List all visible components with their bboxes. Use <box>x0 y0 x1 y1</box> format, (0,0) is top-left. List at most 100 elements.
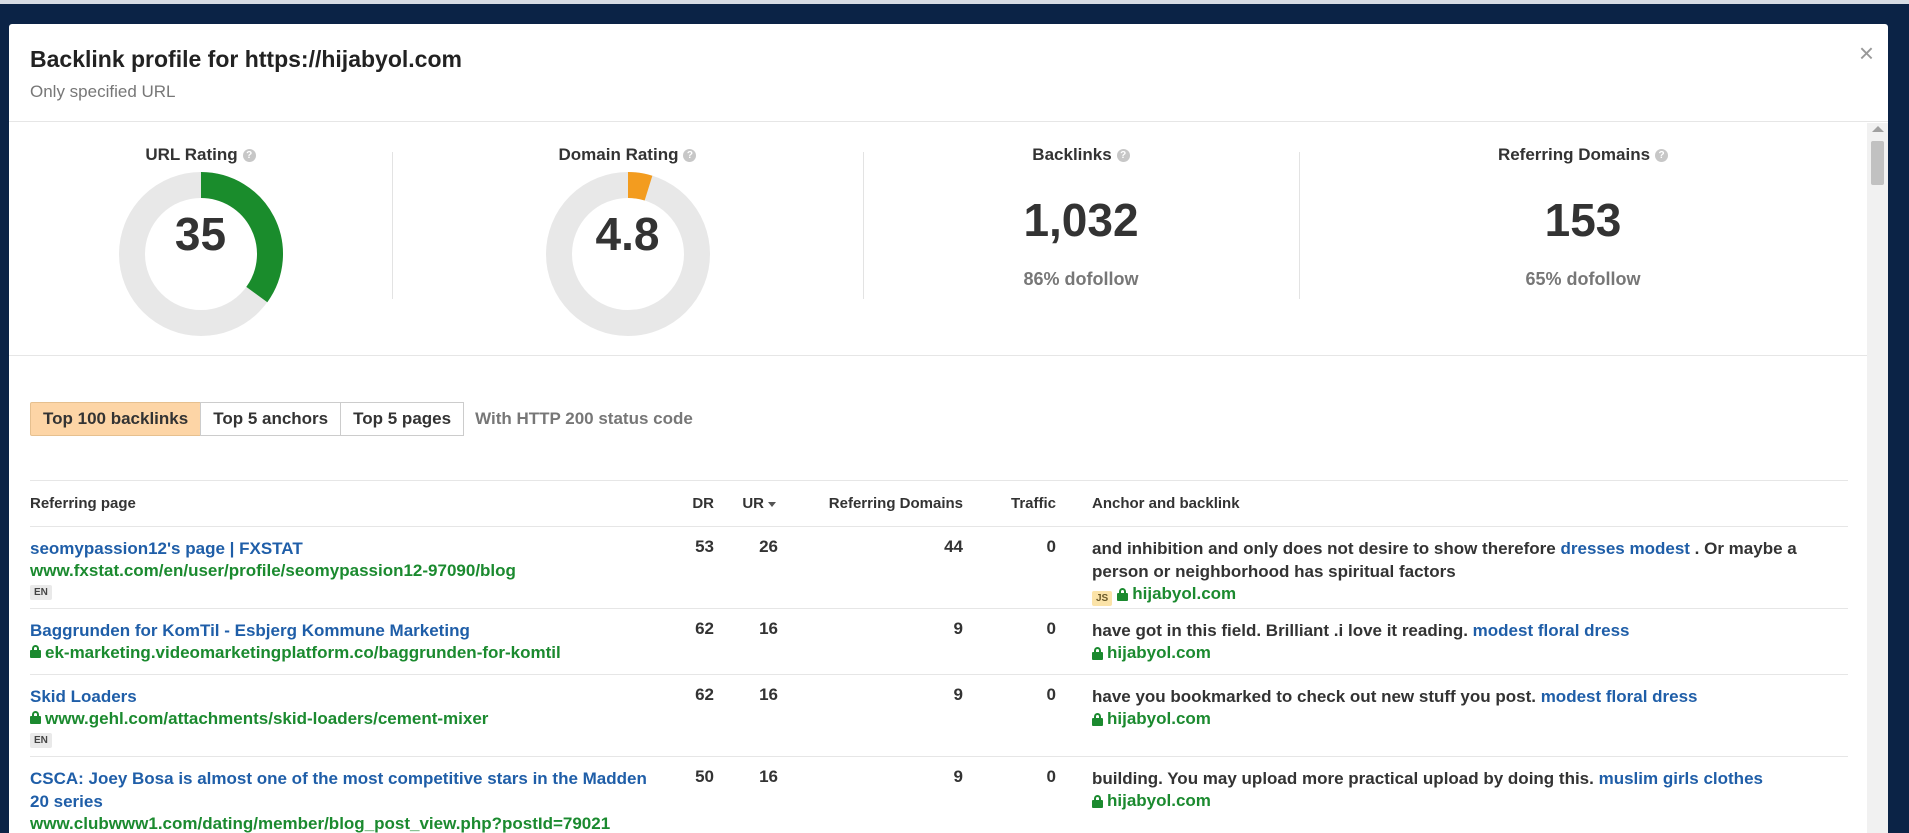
target-url-link[interactable]: hijabyol.com <box>1117 583 1236 605</box>
referring-domains-value: 9 <box>953 685 963 704</box>
url-rating-value: 35 <box>174 208 227 260</box>
header-ur[interactable]: UR <box>714 495 778 512</box>
lock-icon <box>1092 646 1103 660</box>
gauge-arc <box>627 171 652 201</box>
anchor-text: have you bookmarked to check out new stu… <box>1092 685 1848 708</box>
referring-page-url: www.gehl.com/attachments/skid-loaders/ce… <box>45 709 489 728</box>
ur-value: 16 <box>759 767 778 786</box>
scroll-up-arrow-icon[interactable] <box>1872 126 1884 132</box>
scrollbar[interactable] <box>1867 123 1888 833</box>
header-dr[interactable]: DR <box>692 495 714 512</box>
referring-page-url-link[interactable]: www.fxstat.com/en/user/profile/seomypass… <box>30 560 660 582</box>
stat-label: Referring Domains <box>1497 145 1651 164</box>
referring-page-cell: Baggrunden for KomTil - Esbjerg Kommune … <box>30 619 670 674</box>
header-referring-domains[interactable]: Referring Domains <box>828 495 963 512</box>
referring-page-title-link[interactable]: CSCA: Joey Bosa is almost one of the mos… <box>30 769 647 811</box>
anchor-context-before: and inhibition and only does not desire … <box>1092 539 1561 558</box>
help-icon[interactable]: ? <box>1655 148 1669 162</box>
scrollbar-thumb[interactable] <box>1871 141 1884 185</box>
stat-label: Domain Rating <box>558 145 679 164</box>
modal-header: Backlink profile for https://hijabyol.co… <box>9 24 1888 122</box>
lock-icon <box>30 711 41 724</box>
referring-page-url: ek-marketing.videomarketingplatform.co/b… <box>45 643 561 662</box>
header-referring-page[interactable]: Referring page <box>30 495 136 512</box>
referring-page-cell: Skid Loaders www.gehl.com/attachments/sk… <box>30 685 670 756</box>
anchor-link[interactable]: dresses modest <box>1560 539 1690 558</box>
tab-top-5-pages[interactable]: Top 5 pages <box>340 402 465 436</box>
table-header: Referring page DR UR Referring Domains T… <box>30 481 1848 527</box>
lock-icon <box>30 645 41 658</box>
referring-page-url-link[interactable]: ek-marketing.videomarketingplatform.co/b… <box>30 642 660 664</box>
help-icon[interactable]: ? <box>242 148 256 162</box>
referring-domains-value: 9 <box>953 767 963 786</box>
domain-rating-gauge: 4.8 <box>545 171 711 337</box>
help-icon[interactable]: ? <box>683 148 697 162</box>
js-badge: JS <box>1092 590 1113 606</box>
anchor-context-before: building. You may upload more practical … <box>1092 769 1599 788</box>
anchor-link[interactable]: modest floral dress <box>1472 621 1630 640</box>
language-badge: EN <box>30 585 52 600</box>
modal-subtitle: Only specified URL <box>30 82 176 101</box>
table-row: CSCA: Joey Bosa is almost one of the mos… <box>30 757 1848 833</box>
ur-value: 16 <box>759 619 778 638</box>
referring-page-url-link[interactable]: www.gehl.com/attachments/skid-loaders/ce… <box>30 708 660 730</box>
table-row: Baggrunden for KomTil - Esbjerg Kommune … <box>30 609 1848 675</box>
tab-top-100-backlinks[interactable]: Top 100 backlinks <box>30 402 202 436</box>
backlinks-table: Referring page DR UR Referring Domains T… <box>30 480 1848 833</box>
referring-page-title-link[interactable]: Baggrunden for KomTil - Esbjerg Kommune … <box>30 621 470 640</box>
ur-value: 16 <box>759 685 778 704</box>
anchor-link[interactable]: modest floral dress <box>1540 687 1698 706</box>
stat-label: URL Rating <box>145 145 238 164</box>
anchor-cell: building. You may upload more practical … <box>1056 767 1848 833</box>
url-rating-gauge: 35 <box>118 171 284 337</box>
referring-page-title-link[interactable]: seomypassion12's page | FXSTAT <box>30 539 303 558</box>
table-body: seomypassion12's page | FXSTAT www.fxsta… <box>30 527 1848 833</box>
traffic-value: 0 <box>1046 685 1056 704</box>
target-url-link[interactable]: hijabyol.com <box>1092 790 1211 812</box>
table-row: Skid Loaders www.gehl.com/attachments/sk… <box>30 675 1848 757</box>
dr-value: 62 <box>695 619 714 638</box>
gauge-svg <box>118 172 283 336</box>
traffic-value: 0 <box>1046 619 1056 638</box>
stats-panel: URL Rating ? 35 Domain Rating ? <box>9 123 1867 356</box>
referring-page-cell: CSCA: Joey Bosa is almost one of the mos… <box>30 767 670 833</box>
dr-value: 62 <box>695 685 714 704</box>
traffic-value: 0 <box>1046 767 1056 786</box>
lock-icon <box>1092 794 1103 808</box>
anchor-cell: have you bookmarked to check out new stu… <box>1056 685 1848 756</box>
tab-top-5-anchors[interactable]: Top 5 anchors <box>200 402 342 436</box>
dr-value: 50 <box>695 767 714 786</box>
stat-referring-domains: Referring Domains ? 153 65% dofollow <box>1299 145 1867 355</box>
referring-page-url: www.fxstat.com/en/user/profile/seomypass… <box>30 561 516 580</box>
header-anchor: Anchor and backlink <box>1092 495 1240 512</box>
referring-page-url-link[interactable]: www.clubwww1.com/dating/member/blog_post… <box>30 813 660 833</box>
anchor-text: have got in this field. Brilliant .i lov… <box>1092 619 1848 642</box>
anchor-link[interactable]: muslim girls clothes <box>1598 769 1763 788</box>
dr-value: 53 <box>695 537 714 556</box>
backlinks-dofollow: 86% dofollow <box>1023 269 1139 289</box>
anchor-cell: and inhibition and only does not desire … <box>1056 537 1848 608</box>
close-icon[interactable]: × <box>1858 38 1874 68</box>
modal-title: Backlink profile for https://hijabyol.co… <box>30 46 462 72</box>
stat-domain-rating: Domain Rating ? 4.8 <box>392 145 863 355</box>
header-traffic[interactable]: Traffic <box>1010 495 1056 512</box>
referring-page-title-link[interactable]: Skid Loaders <box>30 687 137 706</box>
lock-icon <box>1092 712 1103 726</box>
help-icon[interactable]: ? <box>1116 148 1130 162</box>
stat-url-rating: URL Rating ? 35 <box>9 145 392 355</box>
referring-page-cell: seomypassion12's page | FXSTAT www.fxsta… <box>30 537 670 608</box>
backlink-profile-modal: Backlink profile for https://hijabyol.co… <box>9 24 1888 833</box>
target-url: hijabyol.com <box>1132 584 1237 603</box>
referring-domains-dofollow: 65% dofollow <box>1525 269 1641 289</box>
target-url-link[interactable]: hijabyol.com <box>1092 642 1211 664</box>
header-ur-label: UR <box>742 495 764 512</box>
target-url: hijabyol.com <box>1107 791 1211 810</box>
sort-desc-icon <box>768 501 776 507</box>
stat-label: Backlinks <box>1032 145 1112 164</box>
status-code-note: With HTTP 200 status code <box>475 409 693 428</box>
target-url-link[interactable]: hijabyol.com <box>1092 708 1211 730</box>
referring-domains-value: 44 <box>944 537 963 556</box>
gauge-arc <box>199 172 283 303</box>
anchor-cell: have got in this field. Brilliant .i lov… <box>1056 619 1848 674</box>
stat-backlinks: Backlinks ? 1,032 86% dofollow <box>863 145 1299 355</box>
